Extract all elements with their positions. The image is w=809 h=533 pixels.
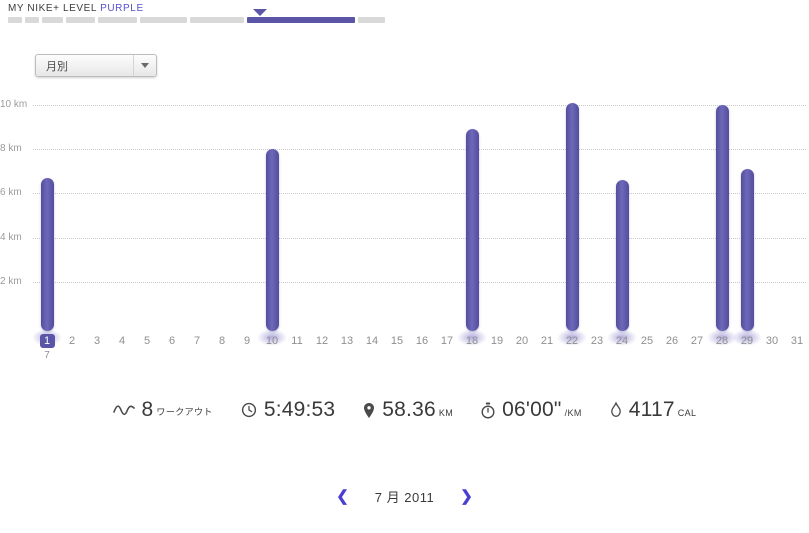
flame-icon <box>610 401 622 419</box>
day-label-7: 7 <box>193 335 201 347</box>
day-label-16: 16 <box>415 335 429 347</box>
gridline <box>33 281 806 283</box>
level-segment <box>42 17 63 23</box>
day-label-28: 28 <box>715 335 729 347</box>
stat-duration: 5:49:53 <box>241 398 335 422</box>
day-label-11: 11 <box>291 335 303 347</box>
period-dropdown-label: 月別 <box>46 60 68 73</box>
day-label-4: 4 <box>118 335 126 347</box>
level-marker-icon <box>253 9 267 16</box>
y-axis-tick: 4 km <box>0 231 22 243</box>
level-segment <box>8 17 22 23</box>
day-label-30: 30 <box>765 335 779 347</box>
day-label-2: 2 <box>68 335 76 347</box>
day-label-26: 26 <box>665 335 679 347</box>
month-pager: ❮ 7 月 2011 ❯ <box>0 487 809 506</box>
bar-glow <box>707 329 737 346</box>
day-label-25: 25 <box>640 335 654 347</box>
chevron-down-icon <box>133 55 156 76</box>
stat-value: 4117 <box>628 398 675 421</box>
day-label-22: 22 <box>565 335 579 347</box>
stopwatch-icon <box>481 402 495 419</box>
day-label-21: 21 <box>540 335 554 347</box>
stat-unit: ワークアウト <box>156 407 213 417</box>
period-dropdown[interactable]: 月別 <box>35 54 157 77</box>
level-segment <box>190 17 244 23</box>
y-axis-tick: 2 km <box>0 275 22 287</box>
workout-bar-day-28[interactable] <box>715 105 729 331</box>
day-label-6: 6 <box>168 335 176 347</box>
level-segment <box>98 17 137 23</box>
day-label-14: 14 <box>365 335 379 347</box>
level-segment <box>25 17 39 23</box>
workout-bar-day-18[interactable] <box>465 129 479 331</box>
stat-workouts: 8 ワークアウト <box>112 398 213 422</box>
summary-stats: 8 ワークアウト 5:49:53 58.36 KM 06'00"/KM 4117 CAL <box>0 398 809 422</box>
level-segment <box>247 17 355 23</box>
level-label: MY NIKE+ LEVEL <box>8 3 98 14</box>
month-label: 7 月 2011 <box>374 490 435 505</box>
bar-glow <box>732 329 762 346</box>
day-label-17: 17 <box>440 335 454 347</box>
y-axis-tick: 6 km <box>0 187 22 199</box>
distance-bar-chart: 10 km 8 km 6 km 4 km 2 km 1 2 3 4 5 6 7 8 9 10 11 12 13 14… <box>0 90 809 375</box>
next-month-button[interactable]: ❯ <box>460 488 473 505</box>
day-label-3: 3 <box>93 335 101 347</box>
day-label-27: 27 <box>690 335 704 347</box>
workout-bar-day-1[interactable] <box>40 177 54 331</box>
stat-calories: 4117 CAL <box>610 398 697 422</box>
workout-bar-day-10[interactable] <box>265 149 279 331</box>
day-label-20: 20 <box>515 335 529 347</box>
day-label-10: 10 <box>265 335 279 347</box>
bar-glow <box>607 329 637 346</box>
day-label-12: 12 <box>315 335 329 347</box>
stat-distance: 58.36 KM <box>363 398 453 422</box>
level-progress-bar <box>8 17 385 23</box>
day-label-29: 29 <box>740 335 754 347</box>
stat-value: 58.36 <box>382 398 436 421</box>
day-label-23: 23 <box>590 335 604 347</box>
day-label-5: 5 <box>143 335 151 347</box>
level-title: MY NIKE+ LEVEL PURPLE <box>8 3 144 14</box>
level-segment <box>66 17 95 23</box>
y-axis-tick: 8 km <box>0 143 22 155</box>
gridline <box>33 237 806 239</box>
workout-bar-day-29[interactable] <box>740 169 754 331</box>
day-label-24: 24 <box>615 335 629 347</box>
prev-month-button[interactable]: ❮ <box>336 488 349 505</box>
level-segment <box>140 17 187 23</box>
level-segment <box>358 17 385 23</box>
stat-value: 06'00" <box>502 398 562 421</box>
gridline <box>33 149 806 151</box>
bar-glow <box>257 329 287 346</box>
day-label-13: 13 <box>340 335 354 347</box>
month-start-label: 7 <box>44 350 50 361</box>
workout-bar-day-24[interactable] <box>615 180 629 331</box>
gridline <box>33 105 806 106</box>
day-label-8: 8 <box>218 335 226 347</box>
bar-glow <box>457 329 487 346</box>
workout-bar-day-22[interactable] <box>565 102 579 331</box>
day-label-9: 9 <box>243 335 251 347</box>
bar-glow <box>557 329 587 346</box>
clock-icon <box>241 402 257 418</box>
stat-value: 5:49:53 <box>263 398 336 421</box>
day-label-15: 15 <box>390 335 404 347</box>
stat-unit: /KM <box>564 408 582 418</box>
day-label-1: 1 <box>43 335 51 347</box>
y-axis-tick: 10 km <box>0 99 28 110</box>
gridline <box>33 193 806 195</box>
stat-unit: KM <box>438 408 454 418</box>
day-label-18: 18 <box>465 335 479 347</box>
stat-value: 8 <box>141 398 154 421</box>
pin-icon <box>363 402 375 419</box>
current-day-badge <box>39 334 55 348</box>
level-value: PURPLE <box>100 3 144 14</box>
wave-icon <box>112 403 135 417</box>
stat-pace: 06'00"/KM <box>481 398 582 422</box>
day-label-31: 31 <box>790 335 804 347</box>
stat-unit: CAL <box>677 408 697 418</box>
day-label-19: 19 <box>490 335 504 347</box>
